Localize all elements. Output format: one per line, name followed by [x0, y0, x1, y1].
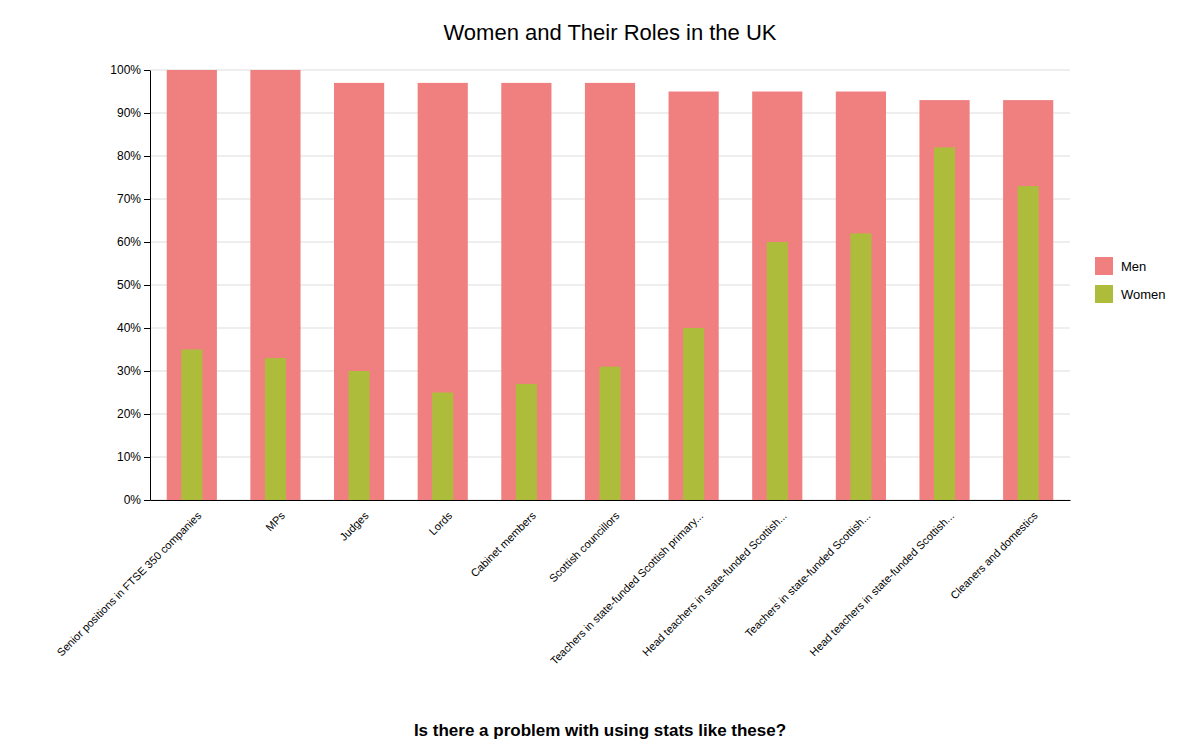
x-tick-label: Lords — [426, 509, 454, 537]
y-tick: 10% — [117, 450, 150, 464]
y-tick-mark — [144, 500, 150, 501]
bar — [669, 92, 719, 501]
bar — [836, 92, 886, 501]
x-tick: Head teachers in state-funded Scottish..… — [640, 509, 789, 658]
y-tick-label: 0% — [124, 493, 142, 507]
x-tick: Cabinet members — [468, 509, 538, 579]
y-tick-mark — [144, 113, 150, 114]
x-tick: Senior positions in FTSE 350 companies — [54, 509, 203, 658]
y-tick-label: 60% — [117, 235, 141, 249]
x-tick: MPs — [263, 509, 287, 533]
y-axis-line — [150, 71, 151, 501]
y-tick: 70% — [117, 192, 150, 206]
x-tick-label: MPs — [263, 509, 287, 533]
grid — [150, 70, 1070, 500]
bar — [752, 92, 802, 501]
y-tick-mark — [144, 371, 150, 372]
series — [167, 70, 1054, 500]
y-tick-label: 50% — [117, 278, 141, 292]
bar — [919, 100, 969, 500]
y-axis: 0% 10% 20% 30% 40% 50% 60% 70% 80% 90% 100% — [110, 63, 150, 507]
y-tick: 100% — [110, 63, 150, 77]
bar — [1018, 186, 1039, 500]
y-tick-mark — [144, 285, 150, 286]
y-tick: 80% — [117, 149, 150, 163]
bar — [432, 393, 453, 501]
y-tick-mark — [144, 156, 150, 157]
y-tick-label: 100% — [110, 63, 141, 77]
x-axis: Senior positions in FTSE 350 companies MP… — [54, 501, 1070, 667]
y-tick-mark — [144, 242, 150, 243]
x-tick: Judges — [337, 509, 371, 543]
bar — [418, 83, 468, 500]
x-tick-label: Head teachers in state-funded Scottish..… — [640, 509, 789, 658]
x-tick-label: Scottish councillors — [547, 509, 622, 584]
legend-swatch — [1095, 285, 1113, 303]
y-tick: 30% — [117, 364, 150, 378]
title: Women and Their Roles in the UK — [443, 20, 776, 45]
bar — [349, 371, 370, 500]
plot: 0% 10% 20% 30% 40% 50% 60% 70% 80% 90% 100% Senior … — [54, 63, 1070, 667]
x-tick-label: Cleaners and domestics — [948, 509, 1040, 601]
y-tick-label: 40% — [117, 321, 141, 335]
legend-item: Men — [1095, 257, 1146, 275]
y-tick-label: 10% — [117, 450, 141, 464]
y-tick: 60% — [117, 235, 150, 249]
bar — [934, 147, 955, 500]
series — [181, 147, 1038, 500]
y-tick: 0% — [124, 493, 150, 507]
y-tick: 90% — [117, 106, 150, 120]
y-tick-mark — [144, 328, 150, 329]
y-tick: 40% — [117, 321, 150, 335]
y-tick-label: 70% — [117, 192, 141, 206]
y-tick: 20% — [117, 407, 150, 421]
x-axis-line — [151, 500, 1071, 501]
bars — [167, 70, 1054, 500]
y-tick-label: 80% — [117, 149, 141, 163]
x-tick: Teachers in state-funded Scottish primar… — [548, 509, 705, 666]
y-tick-mark — [144, 70, 150, 71]
bar — [181, 350, 202, 501]
bar — [265, 358, 286, 500]
bar — [599, 367, 620, 500]
y-tick-label: 20% — [117, 407, 141, 421]
x-tick: Scottish councillors — [547, 509, 622, 584]
chart: 0% 10% 20% 30% 40% 50% 60% 70% 80% 90% 100% Senior … — [0, 0, 1200, 750]
x-tick-label: Head teachers in state-funded Scottish..… — [807, 509, 956, 658]
bar — [767, 242, 788, 500]
bar — [683, 328, 704, 500]
bar — [850, 233, 871, 500]
bar — [501, 83, 551, 500]
legend-item: Women — [1095, 285, 1166, 303]
y-tick-mark — [144, 414, 150, 415]
legend-swatch — [1095, 257, 1113, 275]
bar — [250, 70, 300, 500]
y-tick-label: 90% — [117, 106, 141, 120]
legend: Men Women — [1095, 257, 1166, 303]
y-tick: 50% — [117, 278, 150, 292]
y-tick-label: 30% — [117, 364, 141, 378]
bar — [1003, 100, 1053, 500]
bar — [334, 83, 384, 500]
x-tick: Head teachers in state-funded Scottish..… — [807, 509, 956, 658]
legend-label: Women — [1121, 287, 1166, 302]
bar — [167, 70, 217, 500]
y-tick-mark — [144, 457, 150, 458]
y-tick-mark — [144, 199, 150, 200]
subtitle: Is there a problem with using stats like… — [414, 721, 786, 740]
bar — [516, 384, 537, 500]
x-tick: Cleaners and domestics — [948, 509, 1040, 601]
x-tick-label: Cabinet members — [468, 509, 538, 579]
legend-label: Men — [1121, 259, 1146, 274]
x-tick-label: Teachers in state-funded Scottish primar… — [548, 509, 705, 666]
x-tick-label: Senior positions in FTSE 350 companies — [54, 509, 203, 658]
bar — [585, 83, 635, 500]
x-tick-label: Judges — [337, 509, 371, 543]
x-tick: Lords — [426, 509, 454, 537]
